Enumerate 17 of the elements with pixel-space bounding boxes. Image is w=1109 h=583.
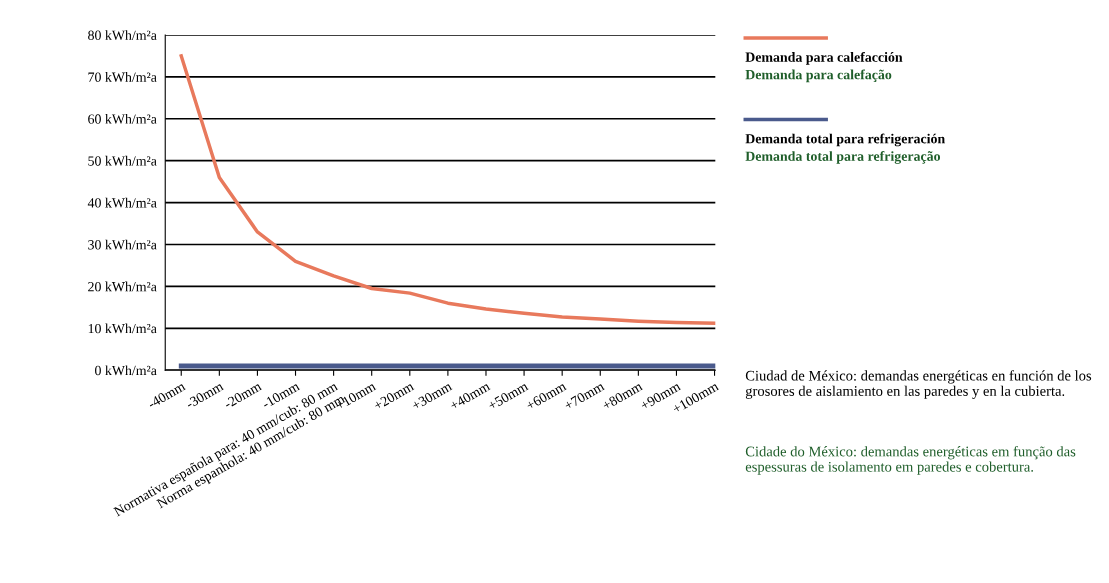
- y-tick-label: 20 kWh/m²a: [88, 281, 157, 292]
- y-tick-label: 10 kWh/m²a: [88, 323, 157, 334]
- y-tick-label: 30 kWh/m²a: [88, 239, 157, 250]
- y-tick-label: 0 kWh/m²a: [95, 365, 157, 376]
- y-tick-label: 70 kWh/m²a: [88, 72, 157, 82]
- text: Demanda para calefacción Demanda para calefação: [745, 51, 903, 83]
- line-series: [179, 54, 716, 326]
- text: Demanda total para refrigeración Demanda total para refrigeração: [745, 133, 945, 164]
- x-tick-label: -20mm: [223, 381, 263, 409]
- y-tick-label: 60 kWh/m²a: [88, 113, 157, 124]
- y-tick-label: 80 kWh/m²a: [88, 30, 157, 41]
- text: Ciudad de México: demandas energéticas en función de los grosores de aislamiento en las paredes y en la cubierta.: [745, 370, 1092, 399]
- text: Cidade do México: demandas energéticas em função das espessuras de isolamento em paredes e cobertura.: [745, 445, 1076, 475]
- y-tick-label: 40 kWh/m²a: [87, 197, 157, 208]
- x-tick-label: -30mm: [185, 381, 225, 409]
- x-tick-label: -40mm: [147, 381, 186, 409]
- y-tick-label: 50 kWh/m²a: [88, 155, 157, 166]
